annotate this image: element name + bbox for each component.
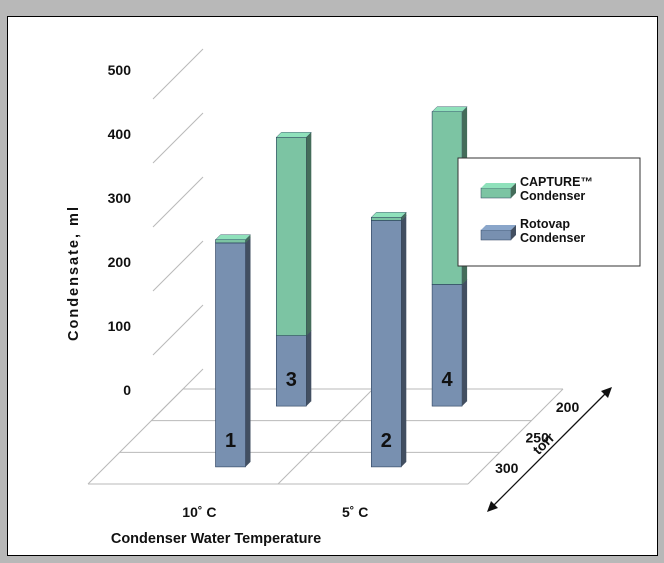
z-tick-labels: 200 250 300 xyxy=(495,399,579,476)
z-tick-label: 200 xyxy=(556,399,580,415)
y-axis-label: Condensate, ml xyxy=(66,205,82,341)
bar-top-face xyxy=(275,132,312,138)
x-axis-label: Condenser Water Temperature xyxy=(111,531,321,547)
legend-label: CAPTURE™ xyxy=(520,175,593,189)
bar-stack: 4 xyxy=(431,106,468,407)
floor-grid-line xyxy=(277,388,374,485)
bar-group: 3 4 1 2 xyxy=(215,106,468,468)
y-grid-line xyxy=(152,240,204,292)
legend-swatch xyxy=(480,183,516,199)
legend-swatch xyxy=(480,225,516,241)
bar-top-face xyxy=(431,106,468,112)
legend-label: Rotovap xyxy=(520,217,570,231)
bar-side-face xyxy=(401,215,407,467)
bar-front-face xyxy=(215,242,246,468)
bar-side-face xyxy=(462,279,468,407)
bar-side-face xyxy=(245,237,251,467)
legend-label: Condenser xyxy=(520,231,585,245)
arrowhead-down-left xyxy=(487,501,498,512)
y-tick-label: 200 xyxy=(108,254,132,270)
arrowhead-up-right xyxy=(601,387,612,398)
bar-side-face xyxy=(306,330,312,407)
y-tick-label: 500 xyxy=(108,62,132,78)
y-tick-label: 400 xyxy=(108,126,132,142)
bar-top-face xyxy=(215,234,251,240)
x-tick-labels: 10˚ C 5˚ C xyxy=(182,504,368,520)
x-tick-label: 10˚ C xyxy=(182,504,216,520)
y-tick-label: 100 xyxy=(108,318,132,334)
y-tick-label: 0 xyxy=(123,382,131,398)
legend-box xyxy=(457,157,641,267)
bar-top-face xyxy=(370,212,407,218)
y-tick-labels: 0 100 200 300 400 500 xyxy=(108,62,132,398)
floor-grid-line xyxy=(467,388,564,485)
bar-front-face xyxy=(370,217,402,221)
bar-number-label: 4 xyxy=(442,369,454,391)
legend-label: Condenser xyxy=(520,189,585,203)
bar-front-face xyxy=(215,239,246,244)
y-grid-line xyxy=(152,112,204,164)
y-axis-grid xyxy=(152,48,204,420)
bar-side-face xyxy=(401,212,407,221)
bar-front-face xyxy=(275,137,307,336)
bar-stack: 2 xyxy=(370,212,407,468)
y-grid-line xyxy=(152,48,204,100)
z-tick-label: 300 xyxy=(495,460,519,476)
chart-panel xyxy=(7,16,658,556)
y-grid-line xyxy=(152,176,204,228)
x-tick-label: 5˚ C xyxy=(342,504,368,520)
y-tick-label: 300 xyxy=(108,190,132,206)
bar-number-label: 2 xyxy=(381,430,392,452)
torr-axis-arrow: torr xyxy=(487,387,612,512)
y-grid-line xyxy=(152,368,204,420)
bar-front-face xyxy=(370,220,402,468)
bar-side-face xyxy=(245,234,251,243)
bar-number-label: 3 xyxy=(286,369,297,391)
y-grid-line xyxy=(152,304,204,356)
torr-axis-line xyxy=(492,392,607,507)
bar-side-face xyxy=(306,132,312,336)
bar-number-label: 1 xyxy=(225,430,236,452)
chart-floor-grid xyxy=(87,388,564,485)
bar-stack: 3 xyxy=(275,132,312,407)
bar-stack: 1 xyxy=(215,234,251,468)
z-tick-label: 250 xyxy=(526,430,550,446)
